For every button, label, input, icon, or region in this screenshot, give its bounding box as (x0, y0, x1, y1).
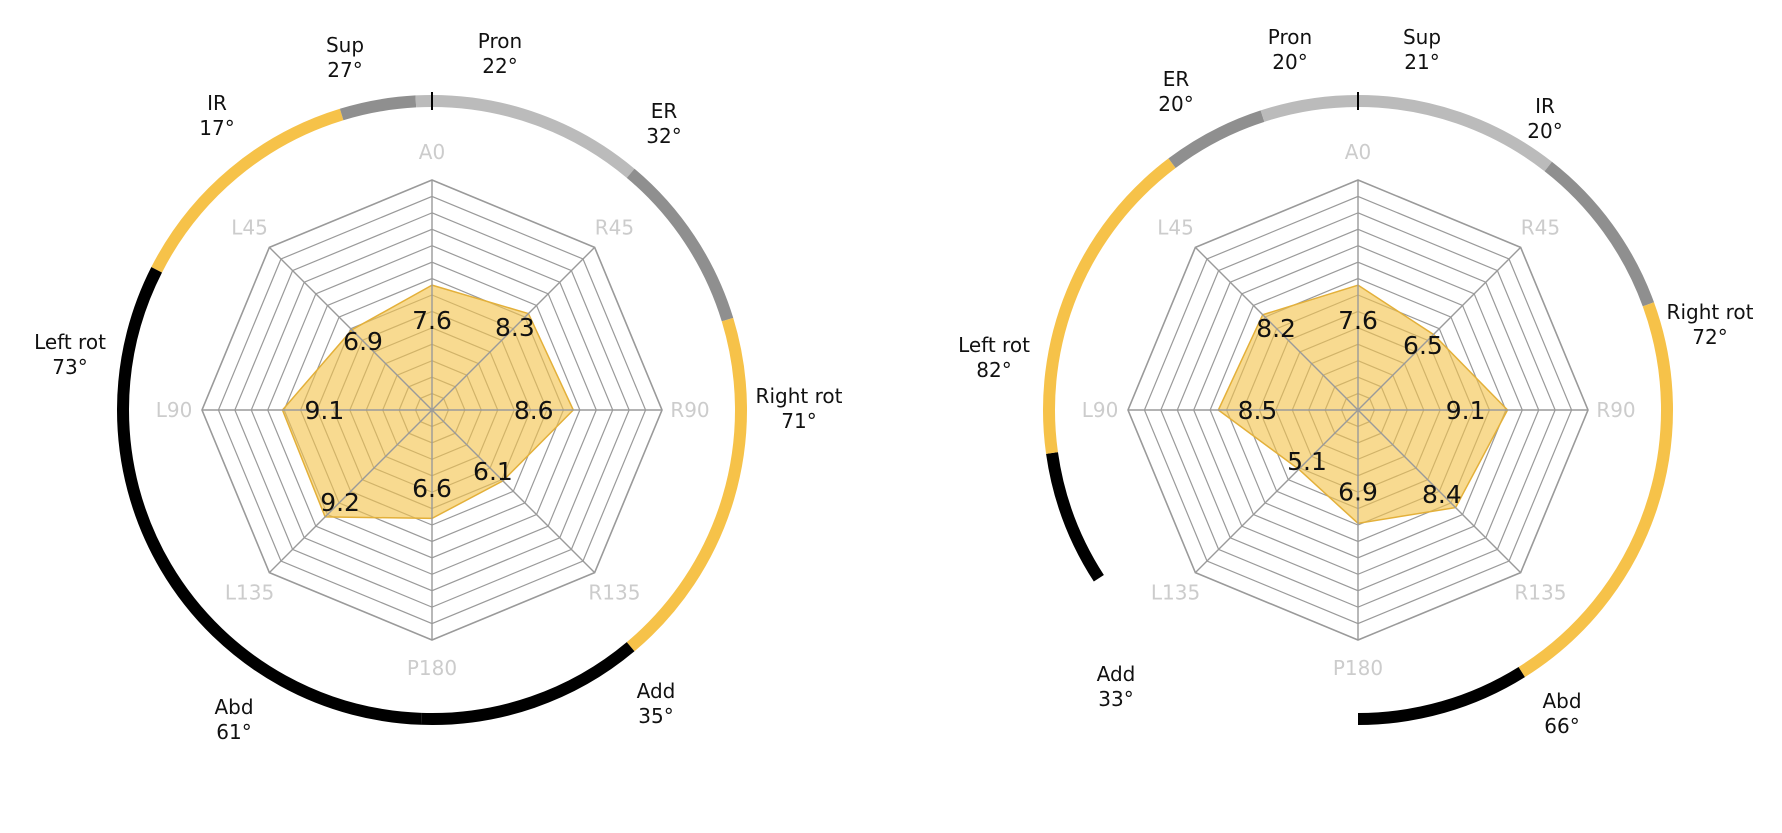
value-label-a0: 7.6 (412, 306, 452, 335)
arc-label-left-rot: Left rot (958, 333, 1030, 357)
range-arc-right-rot (631, 320, 741, 647)
axis-label-l135: L135 (1151, 580, 1200, 604)
arc-label-right-rot: Right rot (756, 384, 843, 408)
axis-label-l90: L90 (1082, 398, 1119, 422)
arc-label-add: Add (637, 679, 676, 703)
value-label-r45: 8.3 (495, 313, 535, 342)
arc-degrees-abd: 66° (1544, 714, 1579, 738)
arc-label-pron: Pron (478, 29, 522, 53)
arc-degrees-add: 33° (1098, 687, 1133, 711)
value-label-l45: 6.9 (343, 327, 383, 356)
range-arc-pron (1263, 101, 1358, 116)
axis-label-p180: P180 (1333, 656, 1383, 680)
arc-label-ir: IR (1535, 94, 1555, 118)
range-arc-er (1172, 116, 1262, 163)
axis-label-r90: R90 (1596, 398, 1635, 422)
axis-label-l135: L135 (225, 580, 274, 604)
arc-label-pron: Pron (1268, 25, 1312, 49)
value-label-l45: 8.2 (1256, 314, 1296, 343)
axis-label-r45: R45 (595, 216, 634, 240)
value-label-l90: 8.5 (1238, 396, 1278, 425)
axis-label-l45: L45 (231, 216, 268, 240)
arc-degrees-right-rot: 72° (1692, 325, 1727, 349)
value-label-l90: 9.1 (304, 396, 344, 425)
arc-degrees-ir: 20° (1527, 119, 1562, 143)
range-arc-pron (432, 101, 631, 173)
value-label-a0: 7.6 (1338, 306, 1378, 335)
arc-label-sup: Sup (326, 33, 364, 57)
arc-label-add: Add (1097, 662, 1136, 686)
range-arc-sup (1358, 101, 1548, 167)
arc-label-sup: Sup (1403, 25, 1441, 49)
arc-degrees-er: 32° (646, 124, 681, 148)
range-arc-right-rot (1522, 304, 1667, 672)
arc-degrees-pron: 22° (482, 54, 517, 78)
arc-label-abd: Abd (1542, 689, 1581, 713)
arc-degrees-pron: 20° (1272, 50, 1307, 74)
arc-degrees-sup: 27° (327, 58, 362, 82)
radar-chart-left: A0 R45 R90 R135 P180 L135 L90 L45 7.6 8.3 8.6 6.1 6.… (34, 29, 843, 744)
value-label-l135: 5.1 (1287, 447, 1327, 476)
arc-label-left-rot: Left rot (34, 330, 106, 354)
axis-label-r90: R90 (670, 398, 709, 422)
value-label-r135: 8.4 (1422, 480, 1462, 509)
value-label-r90: 9.1 (1446, 396, 1486, 425)
arc-degrees-abd: 61° (216, 720, 251, 744)
arc-degrees-left-rot: 82° (976, 358, 1011, 382)
arc-degrees-right-rot: 71° (781, 409, 816, 433)
range-arc-left-rot (157, 115, 342, 270)
axis-label-l90: L90 (156, 398, 193, 422)
value-label-r135: 6.1 (473, 457, 513, 486)
range-arc-add (1052, 453, 1099, 578)
axis-label-r45: R45 (1521, 216, 1560, 240)
range-arc-ir (1548, 167, 1648, 305)
axis-label-a0: A0 (419, 140, 445, 164)
arc-label-ir: IR (207, 91, 227, 115)
arc-label-right-rot: Right rot (1667, 300, 1754, 324)
value-label-r45: 6.5 (1403, 331, 1443, 360)
arc-label-er: ER (651, 99, 678, 123)
arc-degrees-add: 35° (638, 704, 673, 728)
axis-label-r135: R135 (588, 580, 640, 604)
value-label-p180: 6.6 (412, 474, 452, 503)
value-label-r90: 8.6 (514, 396, 554, 425)
axis-label-l45: L45 (1157, 216, 1194, 240)
range-arc-er (631, 173, 728, 319)
arc-label-abd: Abd (214, 695, 253, 719)
arc-degrees-left-rot: 73° (52, 355, 87, 379)
axis-label-a0: A0 (1345, 140, 1371, 164)
arc-label-er: ER (1163, 67, 1190, 91)
radar-chart-right: A0 R45 R90 R135 P180 L135 L90 L45 7.6 6.5 9.1 8.4 6.… (958, 25, 1754, 738)
value-label-p180: 6.9 (1338, 478, 1378, 507)
range-arc-ir (342, 101, 416, 114)
axis-label-r135: R135 (1514, 580, 1566, 604)
axis-label-p180: P180 (407, 656, 457, 680)
arc-degrees-ir: 17° (199, 116, 234, 140)
value-label-l135: 9.2 (320, 488, 360, 517)
arc-degrees-er: 20° (1158, 92, 1193, 116)
arc-degrees-sup: 21° (1404, 50, 1439, 74)
